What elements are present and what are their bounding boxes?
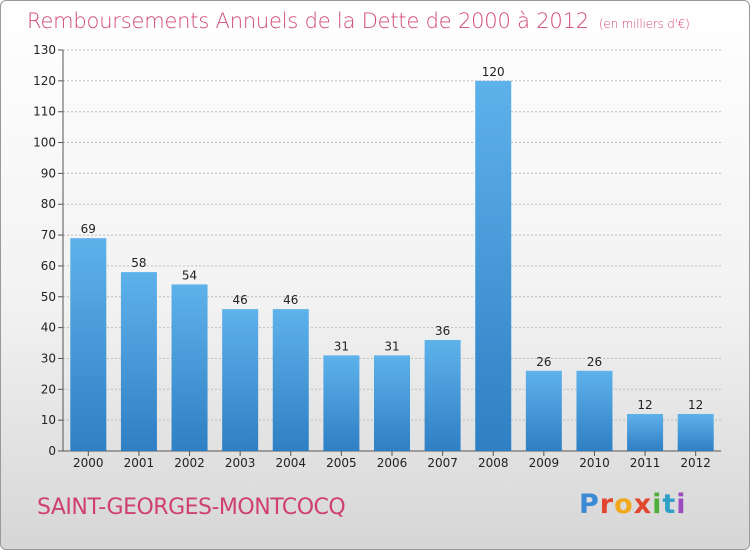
x-tick-label: 2009	[529, 456, 560, 470]
y-tick-label: 70	[41, 228, 56, 242]
bar-2007	[424, 339, 461, 451]
bar-value-label: 120	[482, 65, 505, 79]
bar-value-label: 46	[283, 293, 298, 307]
bar-value-label: 46	[233, 293, 248, 307]
bar-2009	[525, 370, 562, 451]
y-tick-label: 20	[41, 382, 56, 396]
y-tick-label: 130	[33, 43, 56, 57]
y-tick-label: 60	[41, 259, 56, 273]
bar-value-label: 26	[587, 355, 602, 369]
chart-subtitle: (en milliers d'€)	[598, 17, 690, 31]
chart-title: Remboursements Annuels de la Dette de 20…	[27, 9, 690, 33]
x-tick-label: 2011	[630, 456, 661, 470]
bar-value-label: 58	[131, 256, 146, 270]
x-tick-label: 2005	[326, 456, 357, 470]
y-tick-label: 50	[41, 290, 56, 304]
bar-value-label: 31	[334, 339, 349, 353]
x-tick-label: 2006	[377, 456, 408, 470]
y-tick-label: 120	[33, 74, 56, 88]
bar-value-label: 26	[536, 355, 551, 369]
bar-2011	[627, 413, 664, 451]
commune-name: SAINT-GEORGES-MONTCOCQ	[37, 495, 346, 520]
chart-title-text: Remboursements Annuels de la Dette de 20…	[27, 9, 589, 33]
x-tick-label: 2010	[579, 456, 610, 470]
y-tick-label: 90	[41, 166, 56, 180]
bar-2005	[323, 355, 360, 451]
bar-value-label: 12	[637, 398, 652, 412]
x-tick-label: 2008	[478, 456, 509, 470]
x-tick-label: 2002	[174, 456, 205, 470]
y-tick-label: 110	[33, 105, 56, 119]
x-tick-label: 2007	[427, 456, 458, 470]
y-tick-label: 100	[33, 136, 56, 150]
x-tick-label: 2001	[124, 456, 155, 470]
bar-2006	[374, 355, 410, 451]
bar-2010	[576, 370, 613, 451]
bar-2008	[475, 80, 512, 451]
bar-value-label: 12	[688, 398, 703, 412]
bar-value-label: 36	[435, 324, 450, 338]
y-tick-label: 30	[41, 351, 56, 365]
bar-2003	[222, 309, 259, 451]
bar-2012	[677, 413, 714, 451]
x-tick-label: 2003	[225, 456, 256, 470]
y-tick-label: 0	[48, 444, 56, 458]
x-tick-label: 2000	[73, 456, 104, 470]
bar-value-label: 69	[81, 222, 96, 236]
y-tick-label: 10	[41, 413, 56, 427]
bar-2000	[70, 238, 107, 451]
bar-2002	[171, 284, 208, 451]
y-tick-label: 40	[41, 321, 56, 335]
x-tick-label: 2012	[680, 456, 711, 470]
bar-2001	[120, 272, 157, 451]
proxiti-logo[interactable]: Proxiti	[579, 489, 687, 520]
bar-2004	[272, 309, 309, 451]
bar-value-label: 31	[384, 339, 399, 353]
y-tick-label: 80	[41, 197, 56, 211]
x-tick-label: 2004	[275, 456, 306, 470]
bar-value-label: 54	[182, 268, 197, 282]
